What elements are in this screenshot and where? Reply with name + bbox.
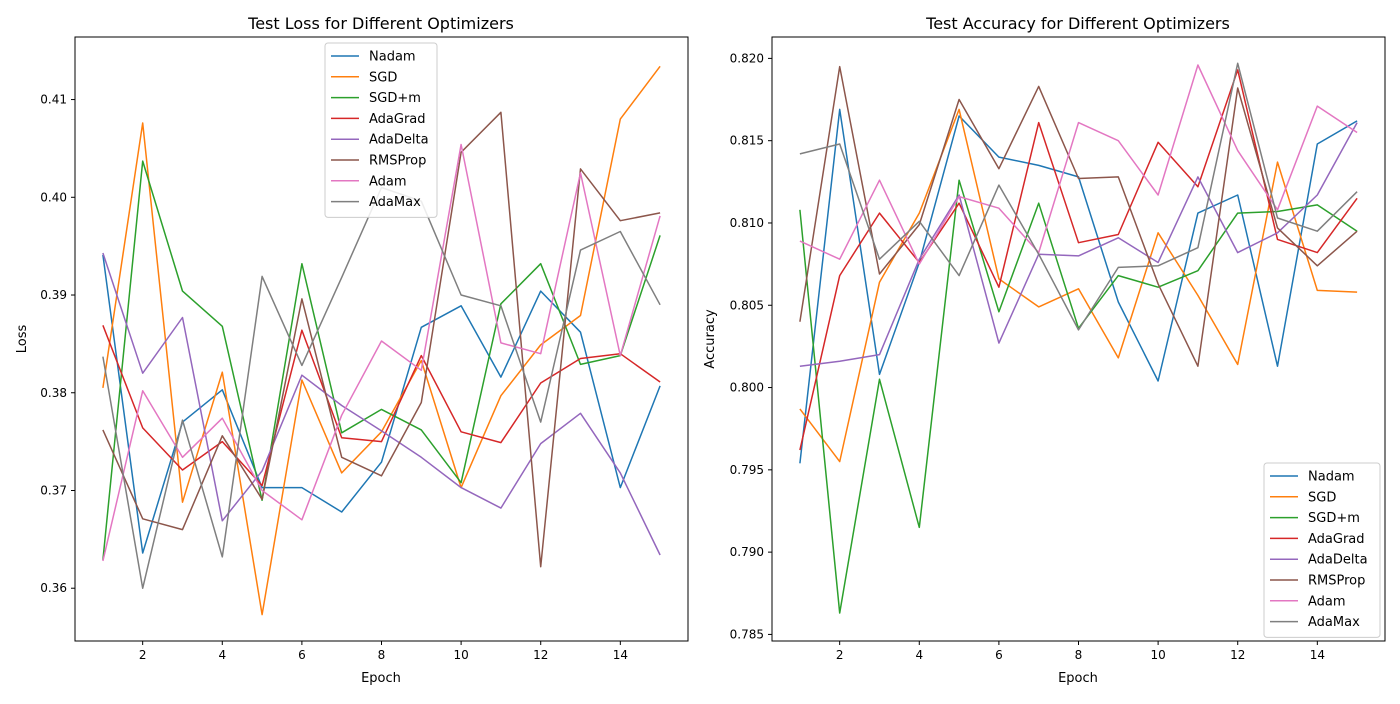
legend-label-rmsprop: RMSProp bbox=[1308, 574, 1365, 589]
legend-label-nadam: Nadam bbox=[369, 50, 416, 65]
y-tick-label: 0.805 bbox=[730, 298, 764, 312]
series-line-rmsprop bbox=[102, 111, 661, 568]
legend-label-rmsprop: RMSProp bbox=[369, 154, 426, 169]
x-tick-label: 12 bbox=[533, 648, 548, 662]
x-tick-label: 10 bbox=[1150, 648, 1165, 662]
series-layer bbox=[799, 62, 1358, 614]
x-axis-label: Epoch bbox=[361, 671, 401, 686]
legend-label-sgd: SGD bbox=[369, 70, 397, 85]
legend-label-sgd-m: SGD+m bbox=[1308, 511, 1360, 526]
legend-box bbox=[1263, 462, 1381, 638]
legend-label-sgd-m: SGD+m bbox=[369, 91, 421, 106]
legend-label-adamax: AdaMax bbox=[1308, 615, 1360, 630]
legend-label-adadelta: AdaDelta bbox=[369, 133, 429, 148]
legend-label-adamax: AdaMax bbox=[369, 195, 421, 210]
y-tick-label: 0.800 bbox=[730, 381, 764, 395]
series-line-adagrad bbox=[102, 325, 661, 487]
x-tick-label: 10 bbox=[453, 648, 468, 662]
chart-title: Test Accuracy for Different Optimizers bbox=[925, 14, 1230, 33]
x-tick-label: 2 bbox=[836, 648, 844, 662]
y-tick-label: 0.41 bbox=[40, 93, 67, 107]
series-line-sgd-m bbox=[102, 160, 661, 560]
x-tick-label: 4 bbox=[915, 648, 923, 662]
x-tick-label: 8 bbox=[378, 648, 386, 662]
series-line-adadelta bbox=[102, 252, 661, 556]
series-line-adamax bbox=[799, 62, 1358, 331]
legend-label-sgd: SGD bbox=[1308, 490, 1336, 505]
y-tick-label: 0.38 bbox=[40, 386, 67, 400]
legend: Nadam SGD SGD+m AdaGrad AdaDelta RMSProp Adam A… bbox=[1263, 462, 1381, 638]
y-axis-ticks: 0.785 0.790 0.795 0.800 0.805 0.810 0.815 0.820 bbox=[730, 51, 772, 641]
y-tick-label: 0.36 bbox=[40, 581, 67, 595]
y-tick-label: 0.40 bbox=[40, 190, 67, 204]
y-tick-label: 0.39 bbox=[40, 288, 67, 302]
series-layer bbox=[102, 65, 661, 616]
x-tick-label: 2 bbox=[139, 648, 147, 662]
x-tick-label: 8 bbox=[1075, 648, 1083, 662]
series-line-adam bbox=[799, 64, 1358, 265]
legend-label-adagrad: AdaGrad bbox=[1308, 532, 1365, 547]
y-axis-label: Accuracy bbox=[703, 309, 718, 369]
y-tick-label: 0.785 bbox=[730, 627, 764, 641]
legend-label-adam: Adam bbox=[369, 174, 407, 189]
chart-title: Test Loss for Different Optimizers bbox=[247, 14, 514, 33]
legend-label-adadelta: AdaDelta bbox=[1308, 553, 1368, 568]
series-line-nadam bbox=[102, 254, 661, 554]
series-line-sgd bbox=[799, 108, 1358, 463]
y-axis-ticks: 0.36 0.37 0.38 0.39 0.40 0.41 bbox=[40, 93, 75, 595]
series-line-adadelta bbox=[799, 122, 1358, 367]
legend: Nadam SGD SGD+m AdaGrad AdaDelta RMSProp Adam A… bbox=[324, 42, 438, 218]
legend-label-adam: Adam bbox=[1308, 594, 1346, 609]
loss-chart: Test Loss for Different Optimizers 2 4 6 8 1… bbox=[15, 14, 689, 686]
y-tick-label: 0.790 bbox=[730, 545, 764, 559]
x-tick-label: 12 bbox=[1230, 648, 1245, 662]
legend-label-nadam: Nadam bbox=[1308, 470, 1355, 485]
series-line-adam bbox=[102, 143, 661, 562]
y-tick-label: 0.820 bbox=[730, 51, 764, 65]
legend-label-adagrad: AdaGrad bbox=[369, 112, 426, 127]
x-axis-ticks: 2 4 6 8 10 12 14 bbox=[836, 641, 1325, 662]
x-tick-label: 14 bbox=[613, 648, 628, 662]
y-tick-label: 0.795 bbox=[730, 463, 764, 477]
y-tick-label: 0.37 bbox=[40, 483, 67, 497]
x-tick-label: 4 bbox=[218, 648, 226, 662]
y-tick-label: 0.815 bbox=[730, 134, 764, 148]
series-line-rmsprop bbox=[799, 65, 1358, 367]
x-tick-label: 6 bbox=[298, 648, 306, 662]
x-axis-ticks: 2 4 6 8 10 12 14 bbox=[139, 641, 628, 662]
accuracy-chart: Test Accuracy for Different Optimizers 2… bbox=[703, 14, 1386, 686]
x-axis-label: Epoch bbox=[1058, 671, 1098, 686]
series-line-sgd bbox=[102, 65, 661, 616]
legend-box bbox=[324, 42, 438, 218]
y-axis-label: Loss bbox=[15, 325, 30, 354]
x-tick-label: 6 bbox=[995, 648, 1003, 662]
x-tick-label: 14 bbox=[1310, 648, 1325, 662]
y-tick-label: 0.810 bbox=[730, 216, 764, 230]
